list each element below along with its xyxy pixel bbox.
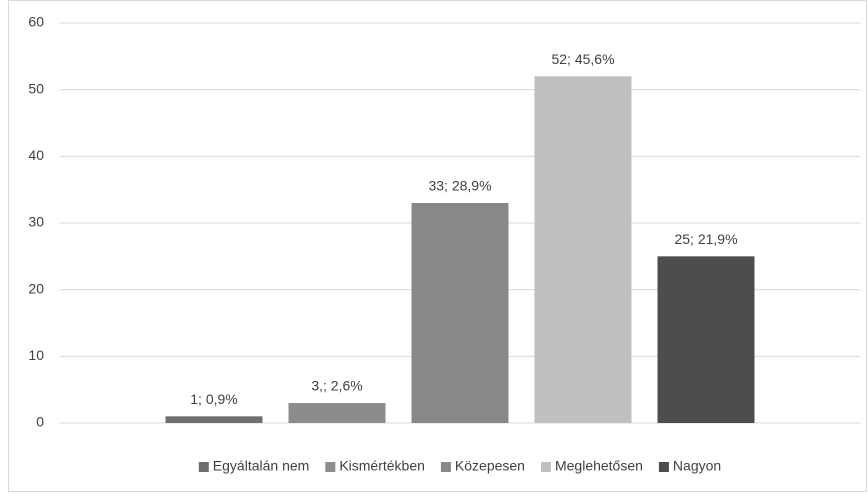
bar [165,416,263,423]
data-label: 25; 21,9% [674,231,737,247]
bar [288,403,386,423]
legend-label: Közepesen [455,458,525,474]
y-tick-label: 50 [28,80,44,96]
y-tick-label: 60 [28,14,44,30]
legend-label: Nagyon [673,458,721,474]
legend-swatch [198,462,209,472]
bar [534,76,632,423]
data-label: 1; 0,9% [190,391,237,407]
legend-label: Kismértékben [339,458,425,474]
legend-swatch [440,462,451,472]
data-label: 33; 28,9% [428,178,491,194]
legend-label: Egyáltalán nem [213,458,310,474]
y-tick-label: 30 [28,214,44,230]
data-label: 52; 45,6% [551,51,614,67]
y-tick-label: 20 [28,280,44,296]
bar [411,203,509,423]
legend-label: Meglehetősen [555,458,643,474]
legend-swatch [325,462,336,472]
legend-swatch [658,462,669,472]
y-tick-label: 40 [28,147,44,163]
data-label: 3,; 2,6% [311,378,362,394]
y-tick-label: 0 [36,414,44,430]
legend-swatch [540,462,551,472]
bar [657,256,755,423]
y-tick-label: 10 [28,347,44,363]
